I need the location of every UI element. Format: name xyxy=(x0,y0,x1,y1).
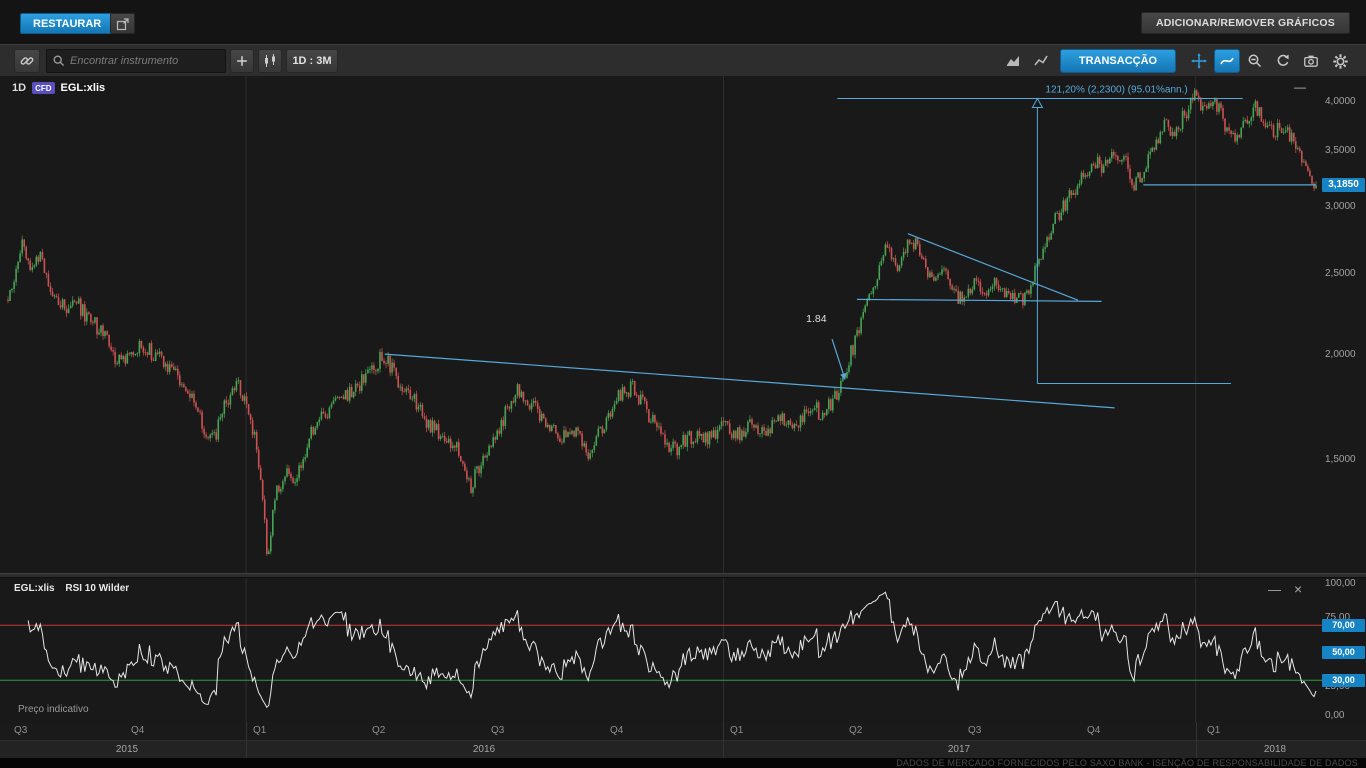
chart-panel: 121,20% (2,2300) (95.01%ann.) 1.84 1D CFD… xyxy=(0,76,1366,722)
line-chart-style-button[interactable] xyxy=(1028,49,1054,73)
last-price-badge: 3,1850 xyxy=(1322,178,1365,192)
candlestick-icon xyxy=(265,54,275,67)
rsi-level-badge: 50,00 xyxy=(1322,646,1365,659)
price-axis-tick: 2,0000 xyxy=(1325,349,1356,360)
breakout-price-label: 1.84 xyxy=(806,313,827,325)
breakout-arrowhead xyxy=(840,372,847,380)
rsi-minimize-button[interactable]: — xyxy=(1268,582,1281,597)
measure-arrowhead xyxy=(1031,97,1044,109)
trade-button[interactable]: TRANSACÇÃO xyxy=(1060,49,1176,73)
line-chart-icon xyxy=(1034,55,1048,66)
rsi-indicator-name: RSI 10 Wilder xyxy=(65,583,130,594)
price-axis[interactable]: 4,0000 3,5000 3,0000 2,5000 2,0000 1,5000 3,18… xyxy=(1322,76,1366,573)
chart-type-button[interactable] xyxy=(258,49,282,73)
measure-label: 121,20% (2,2300) (95.01%ann.) xyxy=(1045,85,1187,96)
quarter-label: Q2 xyxy=(849,725,863,736)
year-separator xyxy=(246,722,247,758)
quarter-label: Q3 xyxy=(491,725,505,736)
rsi-axis-tick: 75,00 xyxy=(1325,612,1351,623)
panel-resize-handle[interactable] xyxy=(0,573,1366,578)
instrument-search xyxy=(46,49,226,73)
quarter-label: Q4 xyxy=(131,725,145,736)
year-label: 2018 xyxy=(1263,744,1287,755)
rsi-axis-tick: 0,00 xyxy=(1325,710,1345,721)
year-separator xyxy=(1196,722,1197,758)
rsi-line xyxy=(27,591,1317,709)
collapse-chart-button[interactable]: — xyxy=(1294,80,1306,94)
up-candle-wicks xyxy=(9,87,1317,555)
breakout-arrow-line[interactable] xyxy=(831,338,846,380)
main-chart-canvas[interactable]: 121,20% (2,2300) (95.01%ann.) 1.84 xyxy=(0,76,1322,573)
popout-button[interactable] xyxy=(110,13,135,34)
rsi-level-badge: 30,00 xyxy=(1322,674,1365,687)
quarter-label: Q1 xyxy=(730,725,744,736)
search-input[interactable] xyxy=(66,55,225,67)
status-bar: DADOS DE MERCADO FORNECIDOS PELO SAXO BA… xyxy=(0,758,1366,768)
draw-curve-icon xyxy=(1220,57,1234,65)
rsi-canvas[interactable] xyxy=(0,578,1322,722)
quarter-label: Q1 xyxy=(253,725,267,736)
quarter-row: Q3 Q4 Q1 Q2 Q3 Q4 Q1 Q2 Q3 Q4 Q1 xyxy=(0,722,1366,740)
interval-label: 1D xyxy=(12,82,27,94)
restore-button[interactable]: RESTAURAR xyxy=(20,13,115,34)
chart-legend: 1D CFD EGL:xlis xyxy=(12,82,105,94)
price-axis-tick: 4,0000 xyxy=(1325,96,1356,107)
price-axis-tick: 3,5000 xyxy=(1325,145,1356,156)
price-axis-tick: 3,0000 xyxy=(1325,201,1356,212)
instrument-type-badge: CFD xyxy=(32,82,55,94)
add-remove-charts-button[interactable]: ADICIONAR/REMOVER GRÁFICOS xyxy=(1140,12,1350,34)
quarter-label: Q4 xyxy=(1087,725,1101,736)
quarter-label: Q1 xyxy=(1207,725,1221,736)
price-axis-tick: 1,5000 xyxy=(1325,454,1356,465)
area-chart-icon xyxy=(1007,56,1019,66)
year-separator xyxy=(723,722,724,758)
zoom-out-button[interactable] xyxy=(1242,49,1268,73)
year-label: 2017 xyxy=(947,744,971,755)
interval-period-button[interactable]: 1D : 3M xyxy=(286,49,338,73)
search-icon xyxy=(53,55,65,67)
refresh-button[interactable] xyxy=(1270,49,1296,73)
market-data-disclaimer-link[interactable]: DADOS DE MERCADO FORNECIDOS PELO SAXO BA… xyxy=(896,758,1358,768)
crosshair-tool-button[interactable] xyxy=(1186,49,1212,73)
top-bar: RESTAURAR ADICIONAR/REMOVER GRÁFICOS xyxy=(0,0,1366,44)
draw-tool-button[interactable] xyxy=(1214,49,1240,73)
trendline-annotation[interactable] xyxy=(856,298,1102,302)
popout-icon xyxy=(116,17,129,30)
chart-toolbar: 1D : 3M TRANSACÇÃO xyxy=(0,44,1366,76)
link-instrument-button[interactable] xyxy=(14,49,40,73)
camera-icon xyxy=(1304,55,1318,67)
time-axis[interactable]: Q3 Q4 Q1 Q2 Q3 Q4 Q1 Q2 Q3 Q4 Q1 2015 2016 2017 2018 xyxy=(0,722,1366,758)
down-candle-bodies xyxy=(7,90,1315,554)
rsi-axis-tick: 100,00 xyxy=(1325,578,1356,589)
instrument-symbol: EGL:xlis xyxy=(60,82,106,94)
refresh-icon xyxy=(1277,54,1289,66)
price-axis-tick: 2,5000 xyxy=(1325,268,1356,279)
settings-button[interactable] xyxy=(1326,49,1354,73)
zoom-out-icon xyxy=(1248,54,1262,68)
gear-icon xyxy=(1332,53,1348,69)
year-label: 2015 xyxy=(115,744,139,755)
screenshot-button[interactable] xyxy=(1298,49,1324,73)
quarter-label: Q3 xyxy=(14,725,28,736)
add-instrument-button[interactable] xyxy=(230,49,254,73)
plus-icon xyxy=(237,56,247,66)
quarter-label: Q4 xyxy=(610,725,624,736)
indicative-price-label: Preço indicativo xyxy=(18,704,89,715)
up-candle-bodies xyxy=(9,90,1317,554)
rsi-close-button[interactable]: × xyxy=(1294,581,1303,597)
quarter-label: Q3 xyxy=(968,725,982,736)
area-chart-style-button[interactable] xyxy=(1000,49,1026,73)
rsi-symbol: EGL:xlis xyxy=(14,583,55,594)
trendline-annotation[interactable] xyxy=(384,353,1115,409)
crosshair-icon xyxy=(1191,53,1207,69)
year-label: 2016 xyxy=(472,744,496,755)
rsi-legend: EGL:xlis RSI 10 Wilder xyxy=(14,583,129,594)
trendline-annotation[interactable] xyxy=(907,233,1079,301)
year-row: 2015 2016 2017 2018 xyxy=(0,740,1366,758)
rsi-level-badge: 70,00 xyxy=(1322,619,1365,632)
link-icon xyxy=(20,57,34,65)
quarter-label: Q2 xyxy=(372,725,386,736)
